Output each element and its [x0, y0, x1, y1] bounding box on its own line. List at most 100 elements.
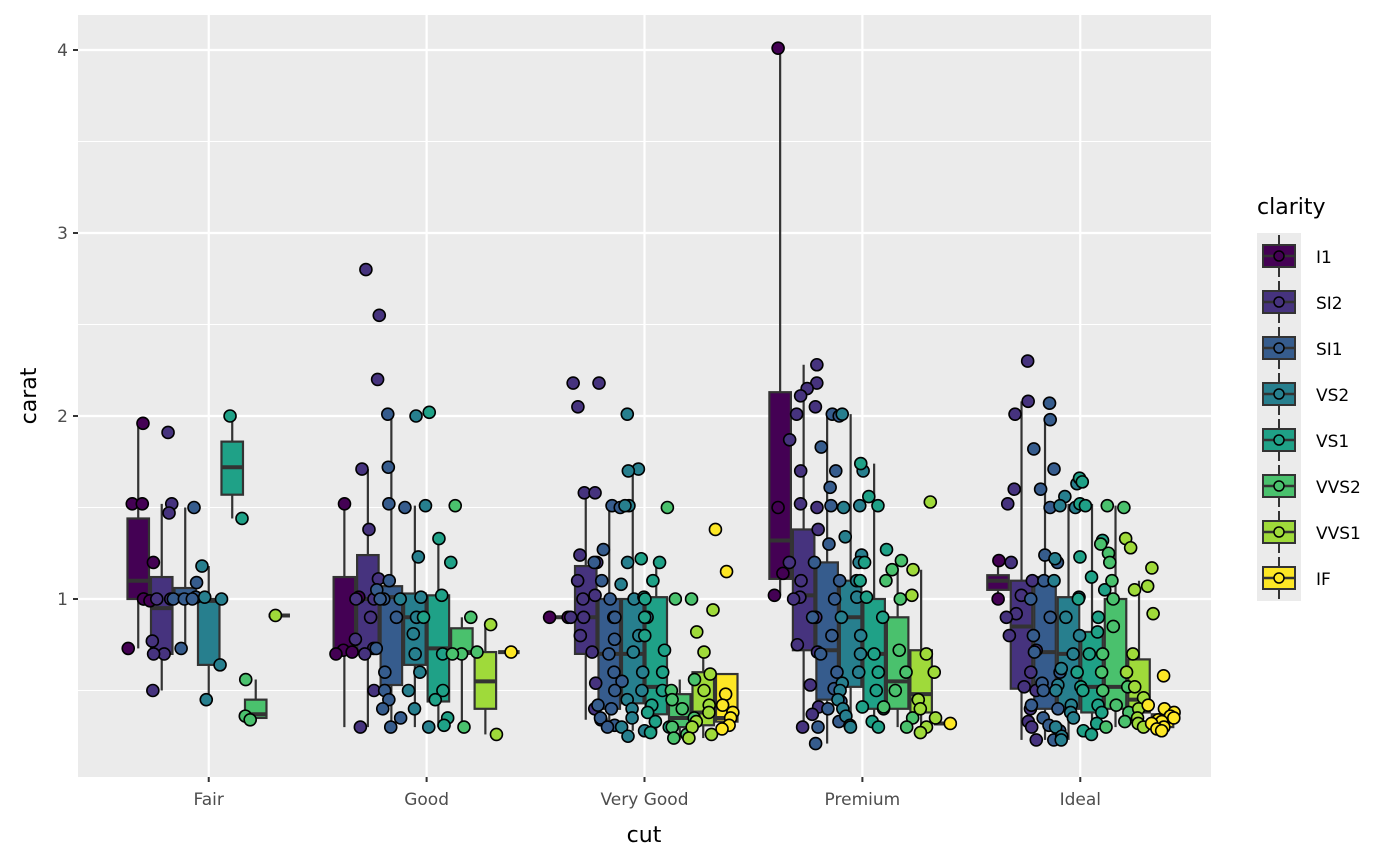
data-point — [1020, 354, 1035, 368]
data-point — [608, 610, 622, 625]
data-point — [1021, 394, 1035, 409]
data-point — [407, 701, 422, 716]
data-point — [413, 665, 427, 680]
data-point — [370, 372, 385, 387]
data-point — [1145, 561, 1159, 575]
data-point — [825, 628, 839, 643]
data-point — [618, 498, 632, 513]
data-point — [1008, 407, 1022, 421]
y-axis: 1 2 3 4 — [57, 41, 78, 610]
legend-point — [1273, 572, 1285, 584]
data-point — [708, 522, 723, 537]
legend-title: clarity — [1257, 195, 1326, 220]
legend-label: SI2 — [1316, 294, 1343, 314]
data-point — [786, 592, 801, 606]
data-point — [146, 555, 161, 570]
data-point — [570, 573, 585, 588]
legend-point — [1273, 250, 1285, 262]
data-point — [795, 720, 810, 734]
data-point — [992, 553, 1006, 568]
data-point — [718, 687, 733, 701]
data-point — [470, 645, 484, 659]
data-point — [608, 683, 622, 698]
data-point — [810, 357, 824, 372]
data-point — [1027, 442, 1041, 456]
data-point — [604, 701, 619, 716]
data-point — [771, 41, 785, 55]
data-point — [1106, 619, 1121, 634]
y-tick-label: 2 — [57, 407, 68, 427]
data-point — [793, 389, 808, 403]
data-point — [1017, 680, 1031, 694]
data-point — [1047, 573, 1061, 588]
x-tick-label: Premium — [825, 790, 901, 810]
data-point — [607, 632, 622, 647]
data-point — [1070, 665, 1084, 680]
data-point — [1033, 482, 1048, 497]
data-point — [697, 645, 711, 659]
data-point — [353, 720, 368, 734]
data-point — [1091, 610, 1106, 625]
legend-entry-i1: I1 — [1262, 235, 1332, 277]
data-point — [1053, 498, 1067, 513]
data-point — [576, 610, 591, 625]
data-point — [687, 672, 702, 687]
data-point — [892, 643, 907, 658]
x-tick-label: Very Good — [601, 790, 689, 810]
data-point — [576, 592, 590, 606]
data-point — [489, 727, 504, 742]
y-tick-label: 4 — [57, 41, 68, 61]
data-point — [378, 665, 392, 680]
data-point — [1043, 610, 1058, 625]
data-point — [380, 407, 395, 421]
data-point — [862, 489, 876, 504]
data-point — [1024, 720, 1039, 734]
data-point — [614, 577, 628, 592]
data-point — [187, 500, 201, 515]
data-point — [689, 625, 704, 639]
jitter-points — [121, 41, 1181, 751]
data-point — [373, 592, 387, 606]
data-point — [666, 731, 681, 745]
data-point — [214, 592, 229, 606]
data-point — [372, 308, 387, 323]
data-point — [1141, 698, 1156, 712]
data-point — [600, 720, 615, 734]
data-point — [782, 555, 797, 570]
data-point — [355, 462, 369, 476]
data-point — [991, 592, 1005, 606]
data-point — [421, 720, 436, 734]
data-point — [1100, 498, 1115, 513]
data-point — [337, 497, 352, 511]
data-point — [646, 573, 660, 588]
data-point — [1048, 720, 1063, 734]
data-point — [596, 542, 611, 557]
data-point — [853, 647, 868, 661]
data-point — [602, 647, 616, 661]
data-point — [587, 555, 601, 570]
data-point — [853, 573, 867, 588]
data-point — [794, 573, 808, 588]
legend-point — [1273, 342, 1285, 354]
legend-entry-si2: SI2 — [1262, 281, 1343, 323]
legend-point — [1273, 388, 1285, 400]
data-point — [928, 711, 943, 725]
legend-label: IF — [1316, 570, 1331, 590]
data-point — [1109, 698, 1123, 712]
data-point — [1093, 537, 1108, 551]
data-point — [1042, 396, 1057, 410]
data-point — [1002, 628, 1017, 643]
data-point — [401, 683, 416, 698]
data-point — [626, 645, 641, 659]
data-point — [406, 626, 421, 641]
data-point — [146, 647, 161, 661]
data-point — [1075, 475, 1090, 489]
data-point — [1084, 727, 1099, 742]
data-point — [1140, 579, 1155, 593]
data-point — [638, 592, 652, 606]
data-point — [893, 592, 908, 606]
data-point — [1054, 661, 1069, 676]
data-point — [1025, 573, 1040, 588]
data-point — [146, 683, 160, 698]
